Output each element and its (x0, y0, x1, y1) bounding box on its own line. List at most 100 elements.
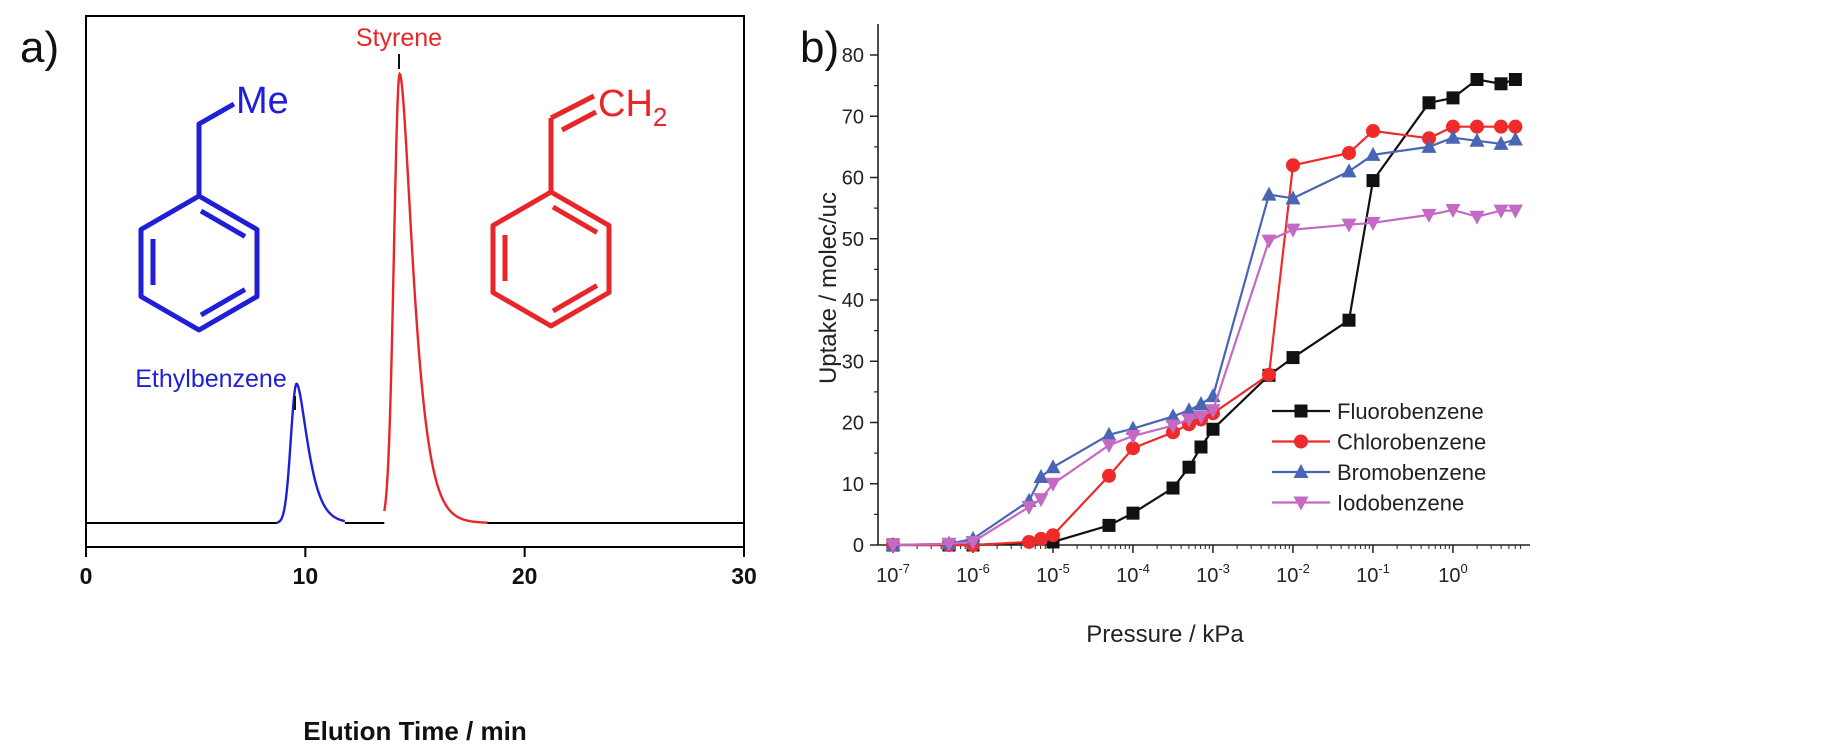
data-point-iodobenzene-18 (1469, 210, 1485, 225)
peak-styrene (383, 71, 488, 524)
panel-a-chromatogram (86, 71, 744, 524)
styrene-subscript: 2 (653, 102, 667, 132)
data-point-fluorobenzene-4 (1102, 518, 1116, 532)
data-point-chlorobenzene-15 (1366, 123, 1380, 138)
series-iodobenzene (885, 203, 1523, 553)
data-point-iodobenzene-14 (1341, 218, 1357, 233)
legend-marker-fluorobenzene (1294, 404, 1308, 418)
peak-label-styrene: Styrene (356, 24, 442, 52)
data-point-chlorobenzene-5 (1046, 528, 1060, 543)
panel-b-x-tick-label-1: 10-6 (956, 561, 990, 587)
peak-ethylbenzene (276, 382, 346, 524)
data-point-iodobenzene-12 (1261, 234, 1277, 249)
data-point-chlorobenzene-14 (1342, 146, 1356, 160)
data-point-iodobenzene-10 (1193, 410, 1209, 425)
data-point-bromobenzene-19 (1493, 135, 1509, 150)
panel-b-y-axis-title: Uptake / molec/uc (815, 192, 842, 384)
panel-b-x-axis-title: Pressure / kPa (1086, 621, 1244, 648)
data-point-fluorobenzene-18 (1508, 73, 1522, 86)
legend-label-chlorobenzene: Chlorobenzene (1337, 430, 1486, 455)
series-chlorobenzene (886, 119, 1523, 552)
data-point-bromobenzene-18 (1469, 132, 1485, 147)
data-point-iodobenzene-13 (1285, 223, 1301, 238)
data-point-iodobenzene-11 (1205, 404, 1221, 419)
data-point-bromobenzene-13 (1285, 190, 1301, 205)
data-point-chlorobenzene-19 (1494, 119, 1508, 134)
data-point-chlorobenzene-18 (1470, 119, 1484, 134)
panel-b-y-tick-label-4: 40 (842, 290, 864, 312)
data-point-iodobenzene-17 (1445, 203, 1461, 218)
panel-b-axes: 0 10 20 30 40 50 60 70 80 10-7 10-6 10-5 10-4 10-3 10-… (842, 24, 1530, 587)
data-point-iodobenzene-9 (1181, 413, 1197, 428)
data-point-iodobenzene-7 (1125, 429, 1141, 444)
data-point-bromobenzene-17 (1445, 129, 1461, 144)
panel-b-x-tick-label-0: 10-7 (876, 561, 910, 587)
data-point-chlorobenzene-16 (1422, 131, 1436, 146)
data-point-bromobenzene-4 (1033, 469, 1049, 484)
panel-b-series (885, 73, 1523, 553)
panel-a-x-ticks: 0 10 20 30 (80, 547, 757, 589)
data-point-fluorobenzene-8 (1194, 440, 1208, 454)
data-point-chlorobenzene-3 (1022, 534, 1036, 549)
panel-a-x-axis-title: Elution Time / min (303, 716, 526, 746)
panel-b-x-tick-label-6: 10-1 (1356, 561, 1390, 587)
panel-b-y-tick-label-2: 20 (842, 413, 864, 435)
panel-b-y-tick-label-0: 0 (853, 535, 864, 557)
ethylbenzene-me-label: Me (236, 80, 289, 122)
data-point-fluorobenzene-11 (1286, 351, 1300, 365)
panel-b-y-tick-label-3: 30 (842, 351, 864, 373)
data-point-iodobenzene-0 (885, 539, 901, 553)
legend-marker-chlorobenzene (1294, 434, 1308, 449)
panel-b-label: b) (800, 23, 839, 72)
legend-label-fluorobenzene: Fluorobenzene (1337, 399, 1484, 424)
panel-a-label: a) (20, 23, 59, 72)
data-point-fluorobenzene-17 (1494, 77, 1508, 91)
data-point-fluorobenzene-14 (1422, 96, 1436, 110)
data-point-bromobenzene-20 (1507, 131, 1523, 146)
panel-b-y-tick-label-8: 80 (842, 45, 864, 67)
panel-b-chart: 0 10 20 30 40 50 60 70 80 10-7 10-6 10-5 10-4 10-3 10-… (815, 24, 1530, 648)
data-point-chlorobenzene-20 (1508, 119, 1523, 134)
panel-a-x-tick-label-2: 20 (512, 563, 538, 589)
panel-a-x-tick-label-1: 10 (293, 563, 319, 589)
data-point-iodobenzene-16 (1421, 208, 1437, 223)
data-point-bromobenzene-16 (1421, 138, 1437, 153)
panel-b-legend: Fluorobenzene Chlorobenzene Bromobenzene Io… (1272, 399, 1486, 516)
data-point-bromobenzene-5 (1045, 459, 1061, 474)
styrene-ch-text: CH (598, 83, 653, 125)
data-point-chlorobenzene-6 (1102, 468, 1116, 483)
data-point-iodobenzene-6 (1101, 439, 1117, 454)
legend-label-bromobenzene: Bromobenzene (1337, 460, 1486, 485)
data-point-fluorobenzene-6 (1166, 481, 1180, 495)
data-point-chlorobenzene-4 (1034, 531, 1048, 546)
data-point-chlorobenzene-17 (1446, 119, 1460, 134)
peak-label-ethylbenzene: Ethylbenzene (135, 365, 287, 393)
data-point-iodobenzene-8 (1165, 419, 1181, 434)
data-point-iodobenzene-3 (1021, 501, 1037, 516)
legend-marker-bromobenzene (1293, 464, 1309, 478)
styrene-ch2-label: CH2 (598, 83, 667, 132)
styrene-structure (490, 93, 612, 329)
series-bromobenzene (885, 129, 1523, 551)
panel-b-y-tick-label-6: 60 (842, 168, 864, 190)
panel-b-y-tick-label-5: 50 (842, 229, 864, 251)
data-point-bromobenzene-15 (1365, 146, 1381, 161)
data-point-iodobenzene-1 (941, 537, 957, 552)
data-point-chlorobenzene-13 (1286, 158, 1300, 173)
panel-b-x-tick-label-5: 10-2 (1276, 561, 1310, 587)
panel-a-x-tick-label-0: 0 (80, 563, 93, 589)
legend-label-iodobenzene: Iodobenzene (1337, 491, 1464, 516)
data-point-chlorobenzene-12 (1262, 367, 1276, 382)
panel-b-x-tick-label-7: 100 (1438, 561, 1467, 587)
panel-a-frame (85, 15, 745, 548)
ethylbenzene-structure (138, 101, 260, 333)
data-point-fluorobenzene-9 (1206, 422, 1220, 436)
panel-a-chart: 0 10 20 30 Elution Time / min Ethylbenzene … (80, 15, 757, 746)
panel-b-x-tick-label-3: 10-4 (1116, 561, 1150, 587)
data-point-bromobenzene-8 (1165, 408, 1181, 423)
data-point-bromobenzene-9 (1181, 402, 1197, 417)
panel-a-x-tick-label-3: 30 (731, 563, 757, 589)
panel-b-y-tick-label-7: 70 (842, 106, 864, 128)
data-point-iodobenzene-4 (1033, 493, 1049, 508)
data-point-chlorobenzene-7 (1126, 441, 1140, 456)
